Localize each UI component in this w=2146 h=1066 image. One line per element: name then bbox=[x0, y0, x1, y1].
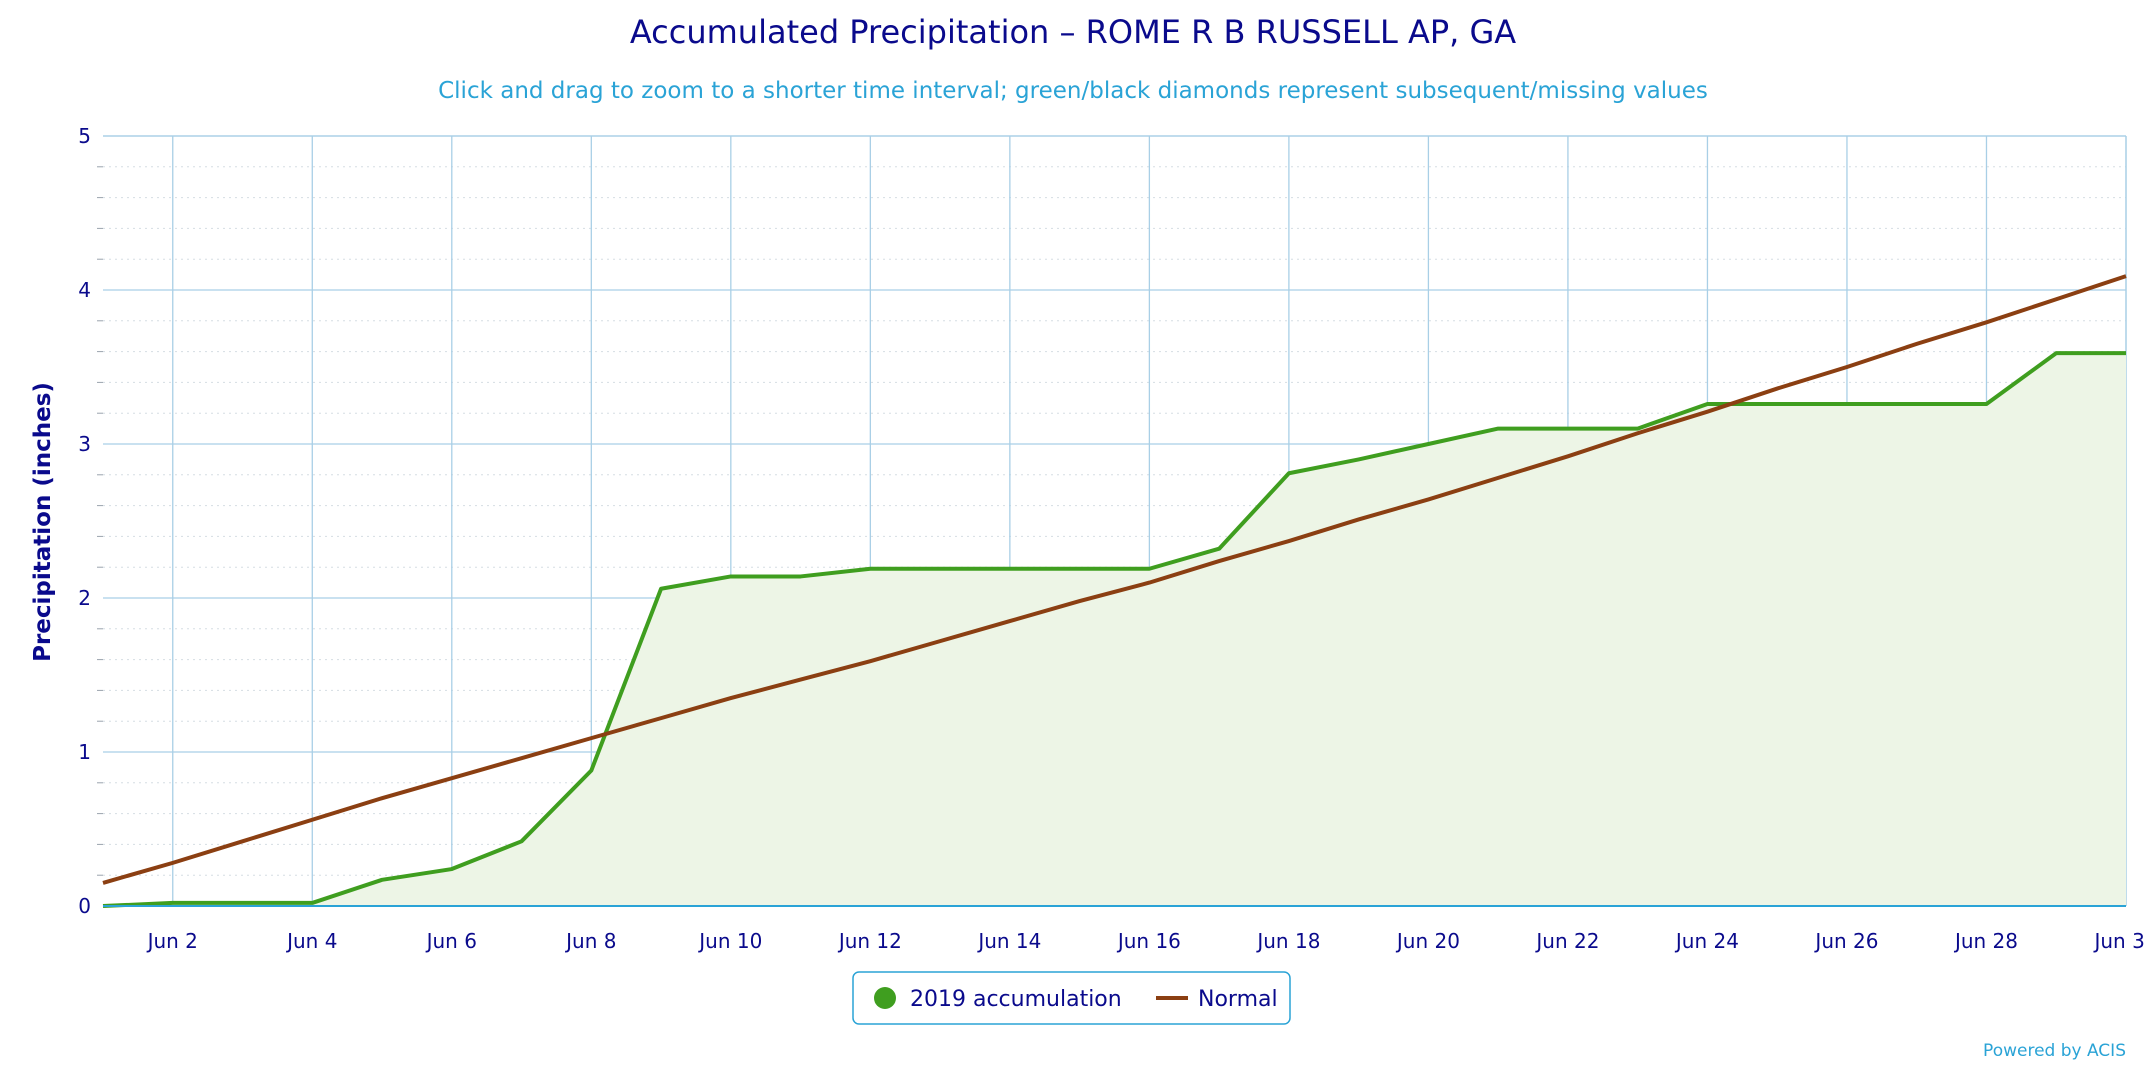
y-tick-label: 2 bbox=[78, 586, 91, 610]
accumulation-line bbox=[102, 351, 2126, 908]
x-tick-label: Jun 18 bbox=[1255, 929, 1320, 953]
y-tick-label: 0 bbox=[78, 894, 91, 918]
y-tick-label: 5 bbox=[78, 124, 91, 148]
legend-item-accumulation[interactable]: 2019 accumulation bbox=[874, 987, 1122, 1012]
x-tick-label: Jun 30 bbox=[2092, 929, 2146, 953]
chart-subtitle: Click and drag to zoom to a shorter time… bbox=[438, 78, 1708, 104]
legend-normal-label: Normal bbox=[1198, 987, 1278, 1012]
legend-box bbox=[852, 971, 1291, 1025]
x-tick-label: Jun 22 bbox=[1534, 929, 1599, 953]
x-tick-label: Jun 24 bbox=[1674, 929, 1739, 953]
y-tick-label: 4 bbox=[78, 278, 91, 302]
x-tick-label: Jun 10 bbox=[697, 929, 762, 953]
green-circle-icon bbox=[874, 987, 896, 1009]
x-tick-label: Jun 16 bbox=[1116, 929, 1181, 953]
x-tick-label: Jun 28 bbox=[1953, 929, 2018, 953]
axis-layer: 0 1 2 3 4 5 Jun 2 Jun 4 Jun 6 Jun 8 Jun 10 Jun 12 Ju… bbox=[78, 124, 2146, 953]
legend-item-normal[interactable]: Normal bbox=[1156, 987, 1278, 1012]
legend[interactable]: 2019 accumulation Normal bbox=[852, 971, 1291, 1025]
y-tick-label: 1 bbox=[78, 740, 91, 764]
x-tick-label: Jun 4 bbox=[285, 929, 337, 953]
y-tick-label: 3 bbox=[78, 432, 91, 456]
series-layer bbox=[102, 274, 2127, 908]
y-axis-label: Precipitation (inches) bbox=[30, 382, 56, 662]
x-tick-label: Jun 6 bbox=[425, 929, 477, 953]
legend-accumulation-label: 2019 accumulation bbox=[910, 987, 1122, 1012]
x-tick-label: Jun 20 bbox=[1395, 929, 1460, 953]
x-tick-label: Jun 26 bbox=[1813, 929, 1878, 953]
x-tick-label: Jun 14 bbox=[976, 929, 1041, 953]
x-tick-label: Jun 12 bbox=[837, 929, 902, 953]
credit-link[interactable]: Powered by ACIS bbox=[1983, 1041, 2126, 1061]
chart-title: Accumulated Precipitation – ROME R B RUS… bbox=[630, 13, 1516, 51]
accumulation-area bbox=[103, 353, 2126, 906]
normal-line bbox=[102, 274, 2127, 885]
x-tick-label: Jun 8 bbox=[564, 929, 616, 953]
x-tick-label: Jun 2 bbox=[146, 929, 198, 953]
